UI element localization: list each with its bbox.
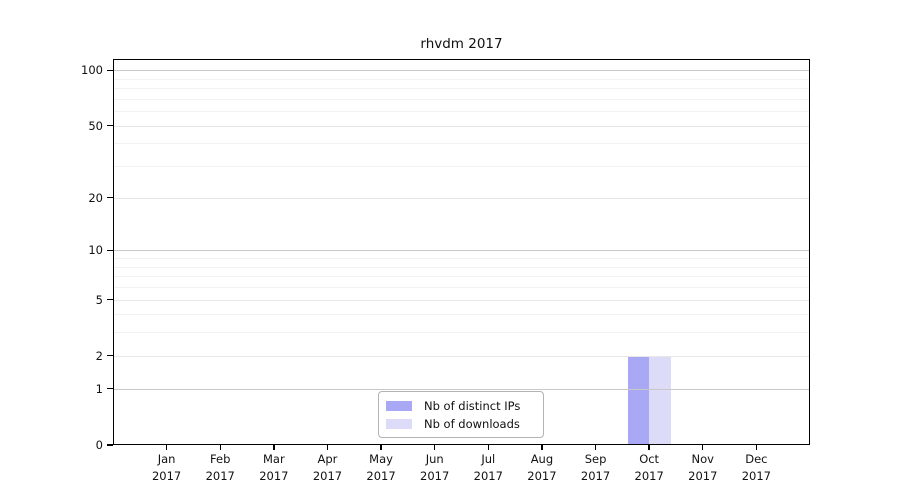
y-tick-100 [107, 69, 113, 71]
gridline-y-9 [113, 258, 810, 260]
x-tick-month: Sep [584, 452, 607, 466]
legend: Nb of distinct IPs Nb of downloads [378, 391, 544, 438]
x-tick-mar [273, 445, 275, 450]
y-tick-label-10: 10 [88, 243, 103, 258]
x-tick-year: 2017 [420, 468, 450, 483]
y-tick-label-1: 1 [95, 381, 103, 396]
x-tick-label-may: May 2017 [349, 451, 413, 484]
x-tick-month: Dec [745, 452, 768, 466]
gridline-y-50 [113, 125, 810, 127]
legend-item-downloads: Nb of downloads [386, 416, 537, 431]
gridline-y-20 [113, 197, 810, 199]
gridline-y-6 [113, 286, 810, 288]
y-tick-label-0: 0 [95, 438, 103, 452]
x-tick-feb [219, 445, 221, 450]
x-tick-label-sep: Sep 2017 [564, 451, 628, 484]
y-tick-20 [107, 197, 113, 199]
x-tick-month: Jul [481, 452, 496, 466]
x-tick-sep [594, 445, 597, 450]
x-tick-nov [702, 445, 704, 450]
gridline-y-10 [113, 250, 810, 252]
gridline-y-3 [113, 332, 810, 334]
x-tick-year: 2017 [688, 468, 718, 483]
chart-title: rhvdm 2017 [420, 36, 503, 52]
gridline-y-60 [113, 111, 810, 113]
x-tick-jan [165, 445, 168, 450]
x-tick-year: 2017 [151, 468, 182, 483]
gridline-y-2 [113, 355, 810, 357]
gridline-y-7 [113, 276, 810, 278]
y-tick-label-50: 50 [88, 118, 103, 133]
x-tick-month: Nov [691, 452, 714, 466]
gridline-y-40 [113, 143, 810, 145]
x-tick-label-oct: Oct 2017 [617, 451, 681, 484]
x-tick-year: 2017 [205, 468, 235, 483]
x-tick-year: 2017 [312, 468, 343, 483]
x-tick-year: 2017 [366, 468, 396, 483]
y-tick-label-2: 2 [95, 348, 103, 363]
y-tick-label-100: 100 [81, 63, 103, 78]
legend-label-distinct-ips: Nb of distinct IPs [424, 398, 521, 413]
plot-area [113, 59, 810, 445]
legend-item-distinct-ips: Nb of distinct IPs [386, 398, 537, 413]
x-tick-label-nov: Nov 2017 [671, 451, 735, 484]
gridline-y-70 [113, 98, 810, 100]
legend-label-downloads: Nb of downloads [424, 416, 520, 431]
x-tick-oct [648, 445, 650, 450]
x-tick-month: Feb [210, 452, 231, 466]
gridline-y-4 [113, 314, 810, 316]
x-tick-label-apr: Apr 2017 [295, 451, 359, 484]
gridline-y-5 [113, 299, 810, 301]
x-tick-may [380, 445, 382, 450]
gridline-y-1 [113, 388, 810, 390]
x-tick-month: Jan [157, 452, 176, 466]
bar-series0-oct [627, 355, 650, 445]
x-tick-year: 2017 [473, 468, 503, 483]
x-tick-label-dec: Dec 2017 [724, 451, 788, 484]
x-tick-month: Mar [262, 452, 285, 466]
x-tick-year: 2017 [741, 468, 772, 483]
y-tick-1 [107, 388, 113, 390]
x-tick-label-jul: Jul 2017 [456, 451, 520, 484]
legend-swatch-downloads [386, 418, 412, 429]
gridline-y-80 [113, 88, 810, 90]
x-tick-year: 2017 [634, 468, 664, 483]
y-tick-0 [107, 444, 113, 446]
gridline-y-8 [113, 266, 810, 268]
x-tick-month: Oct [639, 452, 660, 466]
bar-series1-oct [649, 355, 671, 445]
gridline-y-100 [113, 70, 810, 72]
x-tick-label-jun: Jun 2017 [403, 451, 467, 484]
x-tick-month: Jun [425, 452, 444, 466]
x-tick-year: 2017 [580, 468, 611, 483]
x-tick-year: 2017 [527, 468, 557, 483]
x-tick-jun [433, 445, 436, 450]
x-tick-label-feb: Feb 2017 [188, 451, 252, 484]
y-tick-2 [107, 355, 113, 357]
gridline-y-30 [113, 166, 810, 168]
x-tick-month: May [369, 452, 393, 466]
x-tick-label-aug: Aug 2017 [510, 451, 574, 484]
y-tick-10 [107, 249, 113, 251]
x-tick-month: Apr [317, 452, 338, 466]
gridline-y-90 [113, 78, 810, 80]
y-tick-label-20: 20 [88, 190, 103, 205]
y-tick-50 [107, 125, 113, 127]
y-tick-5 [107, 298, 113, 301]
x-tick-apr [326, 445, 329, 450]
x-tick-aug [541, 445, 543, 450]
x-tick-label-mar: Mar 2017 [242, 451, 306, 484]
legend-swatch-distinct-ips [386, 400, 412, 411]
x-tick-month: Aug [530, 452, 554, 466]
x-tick-jul [487, 445, 489, 450]
x-tick-label-jan: Jan 2017 [135, 451, 199, 484]
y-tick-label-5: 5 [95, 292, 103, 307]
x-tick-dec [755, 445, 758, 450]
x-tick-year: 2017 [259, 468, 289, 483]
